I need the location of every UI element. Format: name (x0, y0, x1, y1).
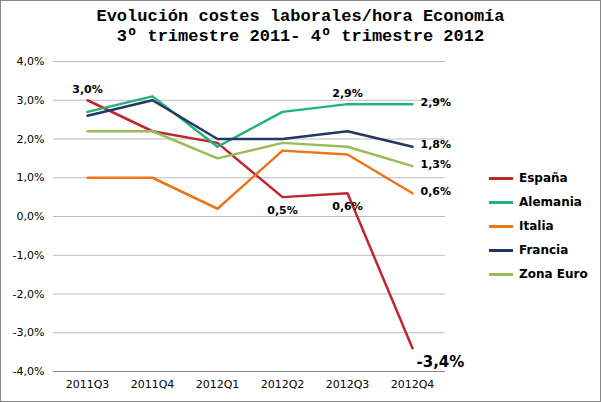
html-text:Francia: Francia (519, 243, 569, 257)
svg-text:2,0%: 2,0% (17, 133, 45, 146)
svg-text:2012Q4: 2012Q4 (391, 378, 435, 391)
html-text:3º trimestre 2011- 4º trimestr: 3º trimestre 2011- 4º trimestre 2012 (116, 27, 485, 46)
svg-text:0,6%: 0,6% (421, 185, 452, 198)
svg-text:2011Q4: 2011Q4 (131, 378, 175, 391)
svg-text:3,0%: 3,0% (72, 83, 103, 96)
svg-text:2012Q2: 2012Q2 (261, 378, 305, 391)
svg-text:2011Q3: 2011Q3 (66, 378, 110, 391)
html-text:España: España (519, 171, 568, 185)
svg-text:2012Q1: 2012Q1 (196, 378, 240, 391)
svg-text:2012Q3: 2012Q3 (326, 378, 370, 391)
svg-text:-3,4%: -3,4% (417, 353, 465, 371)
svg-text:1,0%: 1,0% (17, 171, 45, 184)
svg-text:0,0%: 0,0% (17, 210, 45, 223)
svg-text:2,9%: 2,9% (421, 96, 452, 109)
svg-text:-4,0%: -4,0% (13, 365, 45, 378)
svg-text:4,0%: 4,0% (17, 55, 45, 68)
html-text:Zona Euro: Zona Euro (519, 267, 588, 281)
svg-text:-2,0%: -2,0% (13, 288, 45, 301)
svg-text:-3,0%: -3,0% (13, 326, 45, 339)
html-text:Evolución costes laborales/hor: Evolución costes laborales/hora Economía (96, 7, 505, 26)
svg-text:3,0%: 3,0% (17, 94, 45, 107)
svg-text:2,9%: 2,9% (332, 87, 363, 100)
svg-text:0,5%: 0,5% (267, 204, 298, 217)
html-text:Italia: Italia (519, 219, 554, 233)
svg-text:1,8%: 1,8% (421, 138, 452, 151)
svg-text:1,3%: 1,3% (421, 158, 452, 171)
html-text:Alemania: Alemania (519, 195, 582, 209)
svg-text:0,6%: 0,6% (332, 200, 363, 213)
svg-text:-1,0%: -1,0% (13, 249, 45, 262)
